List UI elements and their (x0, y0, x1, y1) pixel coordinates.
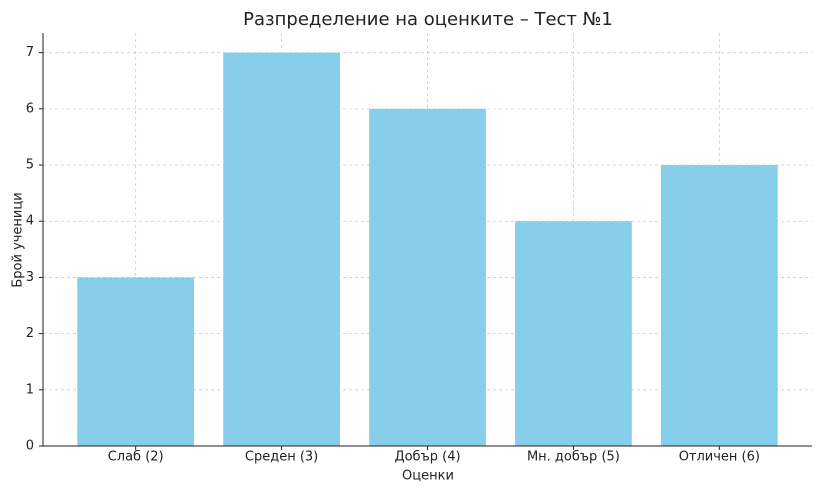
y-tick-label: 0 (26, 439, 34, 454)
bar (223, 52, 340, 447)
chart-title: Разпределение на оценките – Тест №1 (243, 9, 613, 30)
bar (660, 165, 778, 447)
y-axis-label: Брой ученици (11, 192, 26, 287)
x-tick-label: Слаб (2) (108, 450, 164, 465)
bar (369, 108, 486, 446)
y-tick-label: 3 (26, 270, 34, 285)
x-axis-label: Оценки (402, 469, 454, 484)
y-tick-label: 7 (26, 45, 34, 60)
y-tick-label: 6 (26, 101, 34, 116)
y-tick-label: 2 (26, 326, 34, 341)
x-tick-label: Отличен (6) (679, 450, 760, 465)
y-tick-label: 5 (26, 158, 34, 173)
x-tick-label: Мн. добър (5) (527, 450, 620, 465)
bar (515, 221, 632, 446)
bar (77, 277, 195, 446)
y-tick-label: 4 (26, 214, 34, 229)
y-tick-label: 1 (26, 382, 34, 397)
x-tick-label: Среден (3) (245, 450, 318, 465)
x-tick-label: Добър (4) (394, 450, 460, 465)
